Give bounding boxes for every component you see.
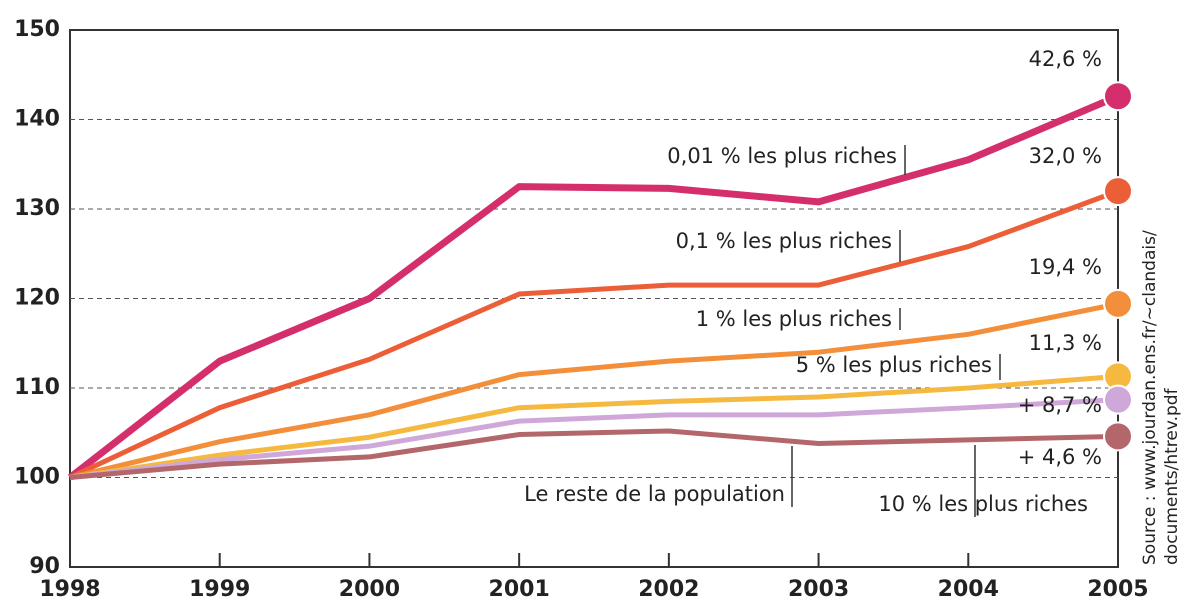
series-line bbox=[67, 93, 1120, 481]
x-tick-label: 2000 bbox=[339, 577, 400, 602]
series-label: 0,01 % les plus riches bbox=[667, 144, 897, 168]
series-label: 10 % les plus riches bbox=[878, 492, 1088, 516]
series-line bbox=[69, 428, 1119, 480]
end-label: + 8,7 % bbox=[1018, 393, 1102, 417]
end-marker bbox=[1103, 384, 1133, 415]
series-line bbox=[69, 373, 1119, 480]
series-line bbox=[69, 301, 1119, 480]
end-label: 42,6 % bbox=[1029, 47, 1102, 71]
y-tick-label: 140 bbox=[14, 107, 60, 132]
x-tick-label: 2003 bbox=[788, 577, 849, 602]
y-tick-label: 100 bbox=[14, 465, 60, 490]
series-label: Le reste de la population bbox=[524, 482, 785, 506]
x-tick-label: 2001 bbox=[489, 577, 550, 602]
y-tick-label: 90 bbox=[29, 554, 60, 579]
end-label: 19,4 % bbox=[1029, 255, 1102, 279]
end-marker bbox=[1103, 176, 1133, 207]
source: documents/htrev.pdf bbox=[1162, 387, 1182, 565]
series-label: 0,1 % les plus riches bbox=[676, 229, 892, 253]
y-tick-label: 150 bbox=[14, 17, 60, 42]
x-tick-label: 1998 bbox=[39, 577, 100, 602]
y-tick-label: 130 bbox=[14, 196, 60, 221]
end-marker bbox=[1103, 421, 1133, 452]
end-label: 11,3 % bbox=[1029, 331, 1102, 355]
x-tick-label: 2004 bbox=[938, 577, 999, 602]
x-tick-label: 1999 bbox=[189, 577, 250, 602]
y-tick-label: 120 bbox=[14, 286, 60, 311]
source: Source : www.jourdan.ens.fr/~clandais/ bbox=[1140, 230, 1160, 565]
end-label: + 4,6 % bbox=[1018, 445, 1102, 469]
y-tick-label: 110 bbox=[14, 375, 60, 400]
end-marker bbox=[1103, 81, 1133, 112]
x-tick-label: 2005 bbox=[1087, 577, 1148, 602]
series-line bbox=[68, 188, 1119, 480]
series-label: 1 % les plus riches bbox=[696, 307, 892, 331]
series-line bbox=[69, 397, 1119, 480]
end-label: 32,0 % bbox=[1029, 144, 1102, 168]
series-label: 5 % les plus riches bbox=[796, 353, 992, 377]
x-tick-label: 2002 bbox=[638, 577, 699, 602]
end-marker bbox=[1103, 288, 1133, 319]
